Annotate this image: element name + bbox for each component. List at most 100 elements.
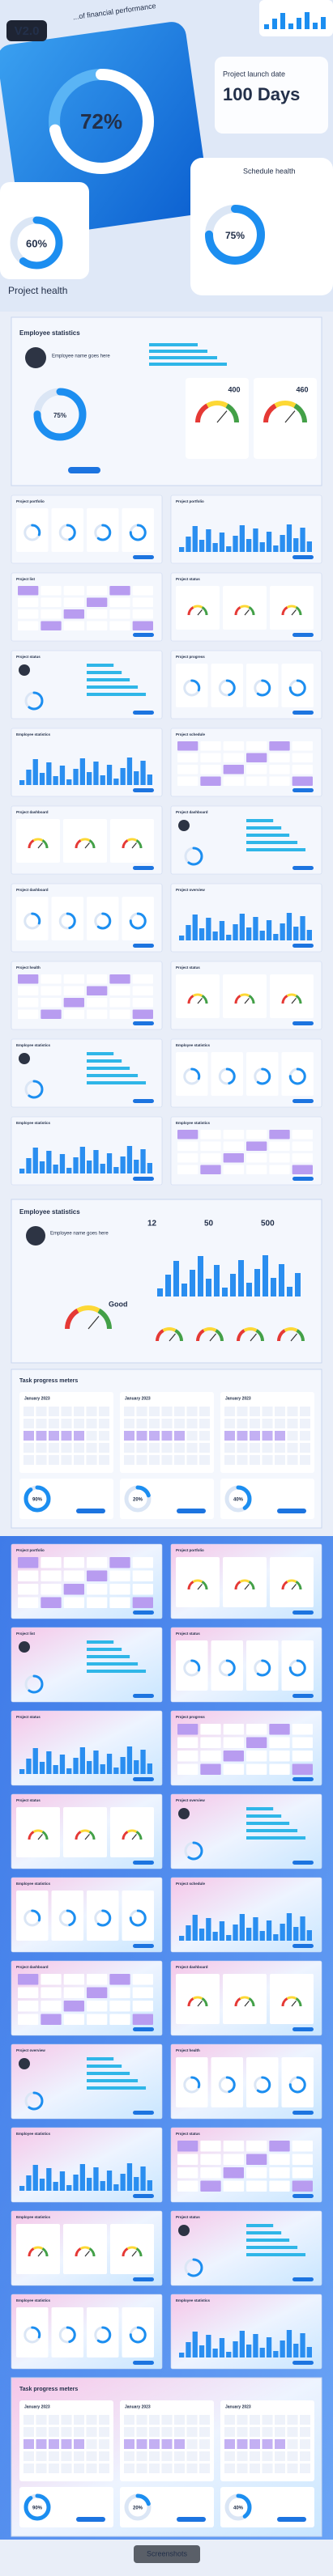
mini-cell <box>109 1597 130 1608</box>
mini-cell <box>246 2141 267 2152</box>
gauge-value: 40% <box>233 2506 244 2511</box>
mini-bar <box>280 923 285 940</box>
mini-button <box>292 633 314 637</box>
mini-cell <box>41 1597 62 1608</box>
mini-cell <box>177 753 199 762</box>
mini-bar <box>140 1750 146 1774</box>
day <box>287 2464 298 2473</box>
meter-needle <box>169 1333 176 1342</box>
mini-bar <box>87 772 92 785</box>
meter-segment <box>79 838 91 842</box>
mini-bar <box>246 539 252 552</box>
mini-bar <box>59 2171 66 2191</box>
day <box>275 2439 285 2449</box>
gauge-arc <box>288 1067 306 1085</box>
mini-cell <box>41 1987 62 1998</box>
gauge-arc <box>218 2076 236 2094</box>
meter-segment <box>215 1329 224 1342</box>
day <box>23 1443 34 1453</box>
mini-bar <box>120 1757 126 1774</box>
mini-hbar <box>246 1814 282 1818</box>
mini-bar <box>286 524 292 552</box>
slide-title: Employee statistics <box>16 1121 51 1125</box>
mini-cell <box>18 1974 39 1985</box>
mini-cell <box>269 1751 290 1762</box>
mini-cell <box>132 1570 153 1581</box>
mini-bar <box>87 1761 92 1774</box>
day <box>262 2451 273 2461</box>
mini-card <box>281 664 314 707</box>
mini-bar <box>286 913 292 940</box>
slide-title: Project status <box>176 2215 200 2219</box>
day <box>49 1407 59 1416</box>
day <box>149 2464 160 2473</box>
gauge-arc <box>184 847 203 866</box>
day <box>124 2415 134 2425</box>
gauge-arc <box>254 2076 271 2094</box>
mini-card <box>211 1640 243 1691</box>
mini-button <box>76 1509 105 1513</box>
slide-title: Project dashboard <box>176 1965 208 1969</box>
mini-cell <box>200 741 221 751</box>
hero-bar <box>264 24 269 29</box>
day <box>237 2439 248 2449</box>
mini-bar <box>219 533 225 552</box>
day <box>99 2451 109 2461</box>
meter-segment <box>196 1329 205 1342</box>
meter-needle <box>291 998 297 1004</box>
slide-title: Project status <box>176 1632 200 1636</box>
mini-bar <box>246 2345 252 2357</box>
slide-title: Project dashboard <box>16 888 49 892</box>
metric: 400 <box>228 385 240 393</box>
month: January 2023 <box>125 2404 151 2409</box>
gauge-arc <box>49 69 154 174</box>
day <box>174 1443 185 1453</box>
meter-needle <box>250 1333 257 1342</box>
mini-hbar <box>87 1074 139 1077</box>
mini-cell <box>63 2001 84 2012</box>
mini-cell <box>63 1570 84 1581</box>
gauge-arc <box>254 1067 271 1085</box>
hero-bar <box>313 23 318 29</box>
slide-title: Project status <box>16 1798 41 1802</box>
screenshots-button[interactable] <box>134 2545 200 2563</box>
mini-hbar <box>87 671 122 674</box>
slide-title: Task progress meters <box>19 1378 78 1384</box>
bar <box>198 1256 203 1296</box>
hbar <box>149 363 227 366</box>
mini-bar <box>53 776 58 785</box>
day <box>161 2415 173 2425</box>
gauge-arc <box>184 2258 203 2277</box>
day <box>237 2427 248 2437</box>
mini-bar <box>253 528 258 552</box>
meter-segment <box>65 1308 79 1330</box>
mini-hbar <box>87 2057 114 2060</box>
mini-hbar <box>87 1670 147 1673</box>
day <box>99 1455 109 1465</box>
meter-needle <box>197 609 203 616</box>
hero-bar <box>272 19 277 29</box>
mini-bar <box>226 1935 232 1941</box>
meter-segment <box>156 1329 164 1342</box>
mini-cell <box>246 1737 267 1748</box>
meter-segment <box>28 839 35 849</box>
meter-segment <box>206 401 228 408</box>
mini-cell <box>63 1557 84 1568</box>
mini-cell <box>18 1570 39 1581</box>
day <box>149 1443 160 1453</box>
mini-cell <box>292 2180 313 2192</box>
mini-cell <box>63 1009 84 1019</box>
mini-cell <box>269 1141 290 1151</box>
badge-bg <box>6 20 47 41</box>
mini-cell <box>132 1584 153 1595</box>
mini-cell <box>269 1130 290 1139</box>
meter-segment <box>281 995 288 1004</box>
meter-segment <box>187 995 194 1004</box>
day <box>275 1455 285 1465</box>
day <box>36 2427 47 2437</box>
slide-title: Project progress <box>176 655 205 659</box>
mini-button <box>133 1694 154 1698</box>
mini-cell <box>177 2141 199 2152</box>
mini-cell <box>246 2180 267 2192</box>
day <box>36 1419 47 1428</box>
